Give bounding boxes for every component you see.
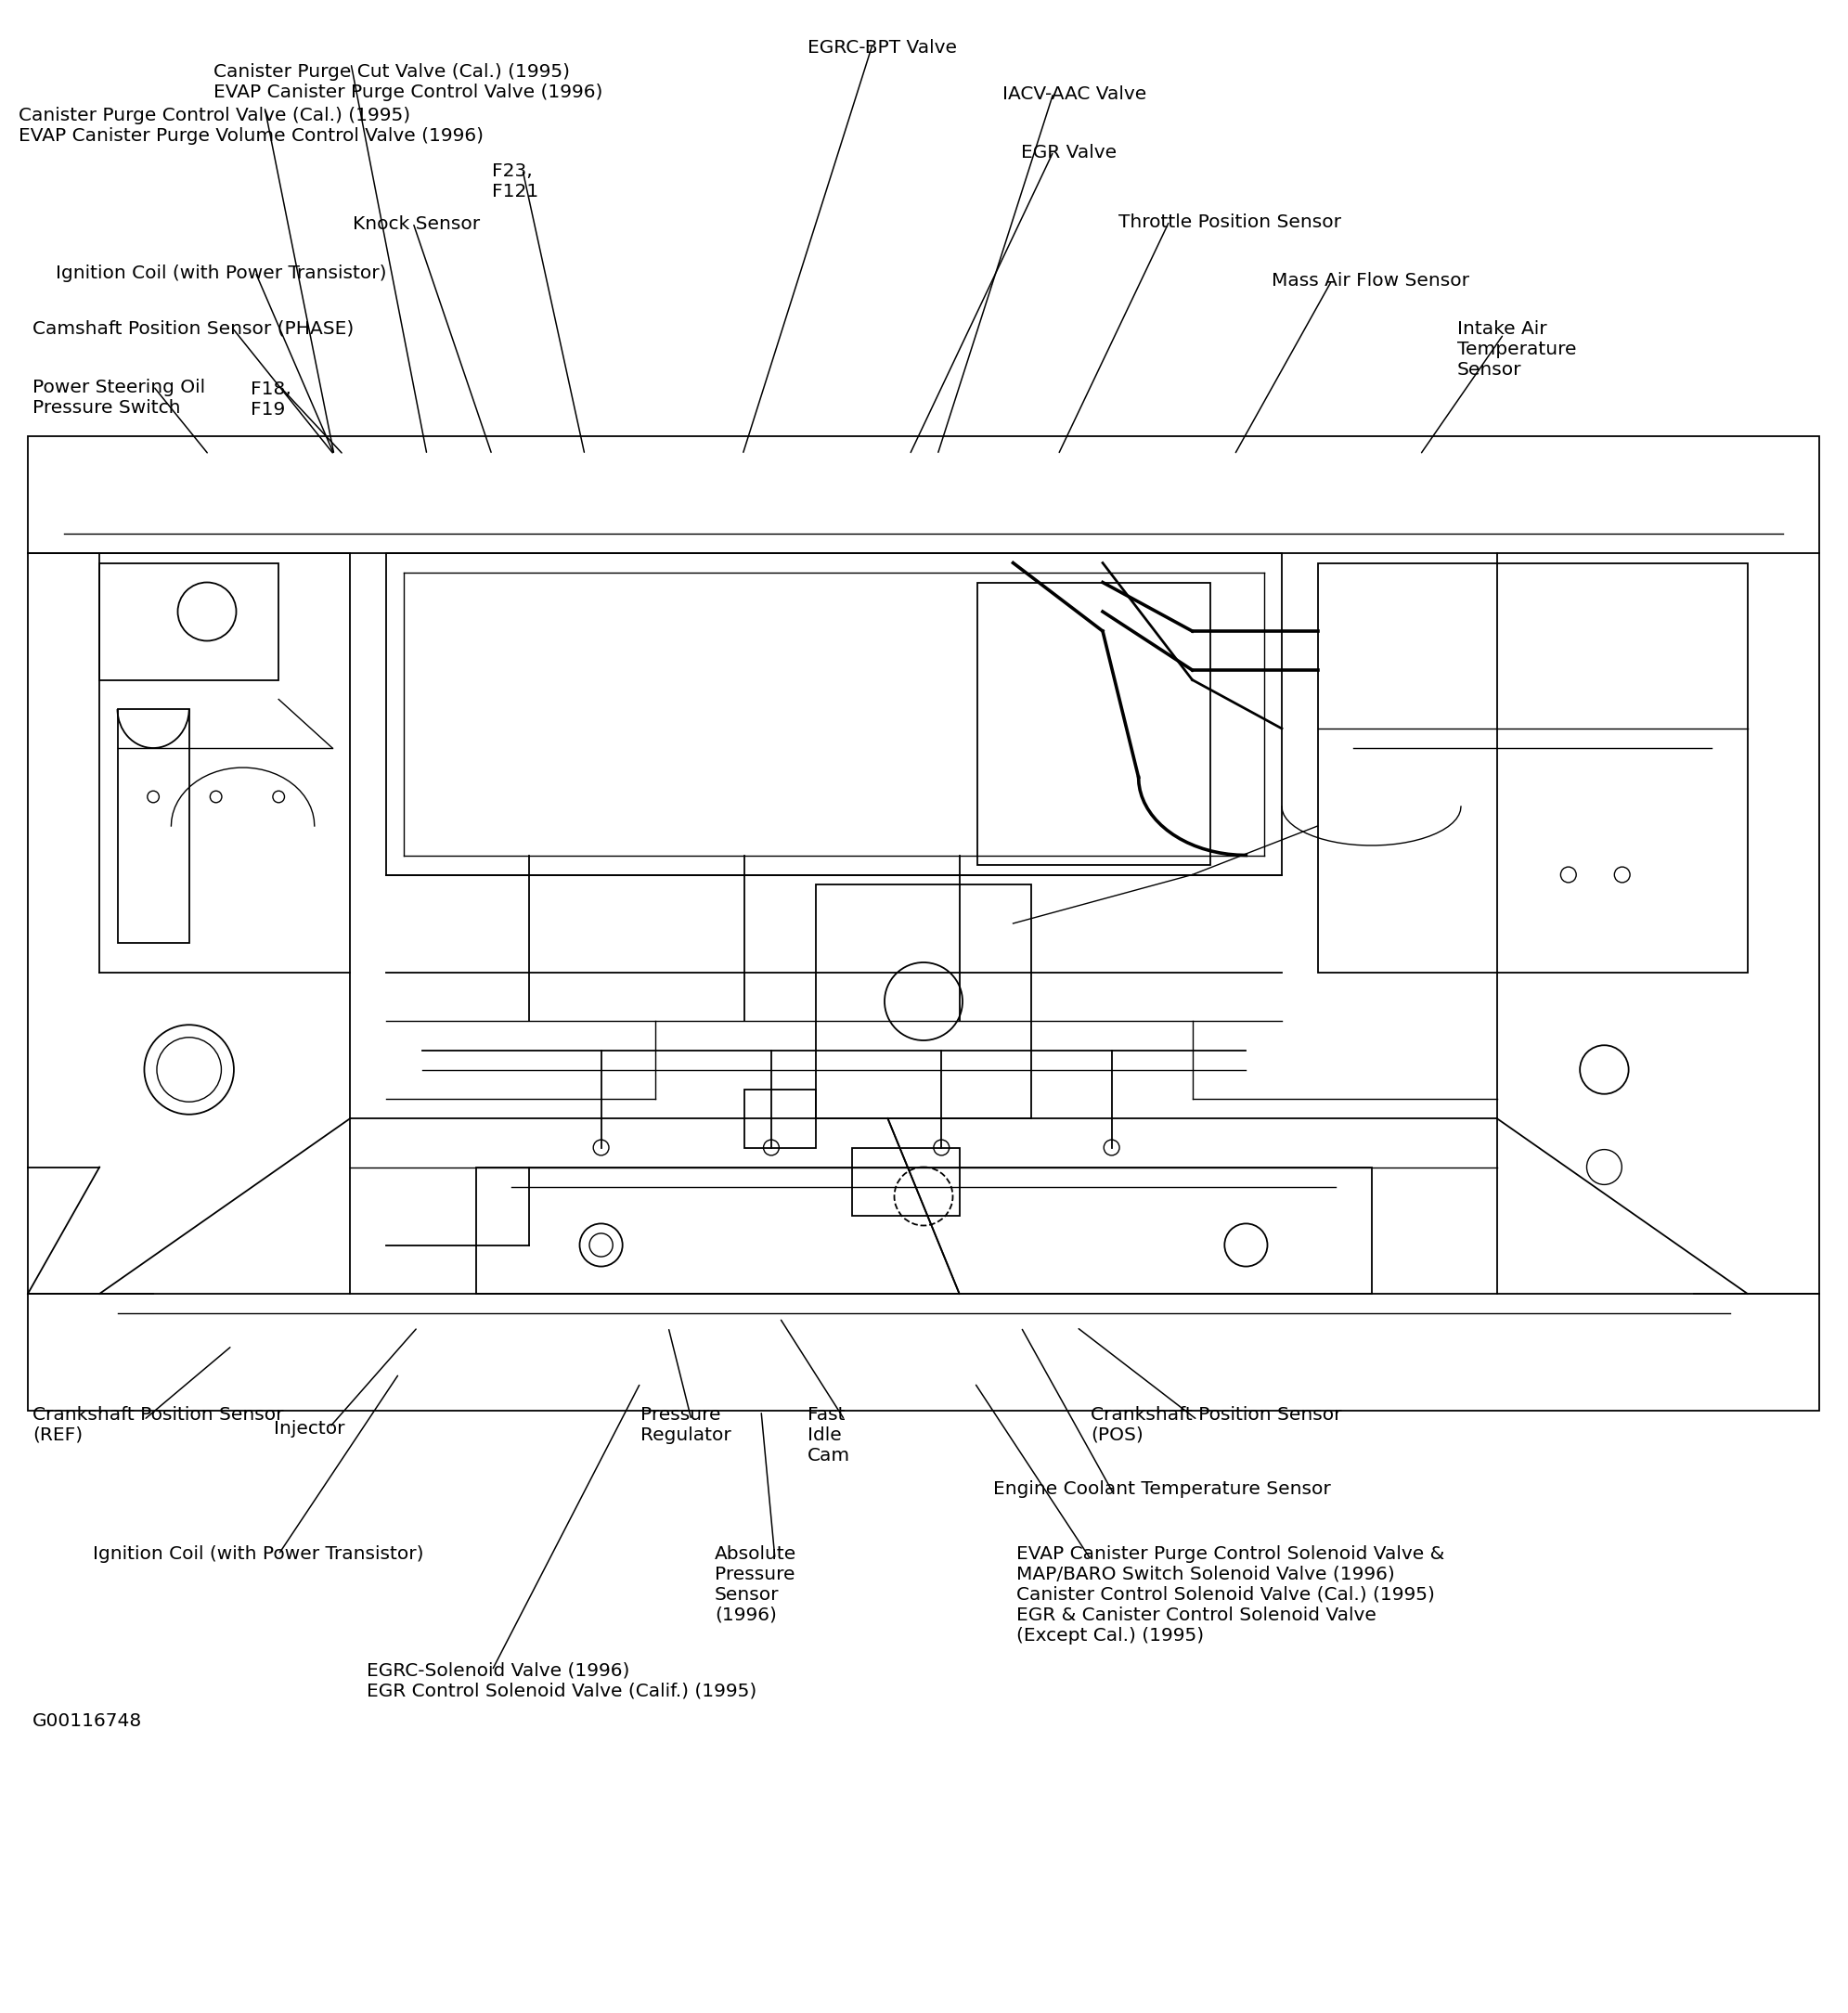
Text: Intake Air
Temperature
Sensor: Intake Air Temperature Sensor [1458,320,1576,378]
Text: Pressure
Regulator: Pressure Regulator [641,1405,732,1443]
Text: EGR Valve: EGR Valve [1020,143,1116,161]
Bar [852,1147,959,1216]
Text: EVAP Canister Purge Control Solenoid Valve &
MAP/BARO Switch Solenoid Valve (199: EVAP Canister Purge Control Solenoid Val… [1016,1546,1445,1645]
Text: Throttle Position Sensor: Throttle Position Sensor [1118,213,1342,231]
Text: Engine Coolant Temperature Sensor: Engine Coolant Temperature Sensor [992,1480,1331,1498]
Text: IACV-AAC Valve: IACV-AAC Valve [1002,85,1146,103]
Text: Ignition Coil (with Power Transistor): Ignition Coil (with Power Transistor) [55,264,386,282]
Bar [745,1089,817,1147]
Text: Power Steering Oil
Pressure Switch: Power Steering Oil Pressure Switch [33,378,205,417]
Text: Fast
Idle
Cam: Fast Idle Cam [808,1405,850,1465]
Text: Canister Purge Cut Valve (Cal.) (1995)
EVAP Canister Purge Control Valve (1996): Canister Purge Cut Valve (Cal.) (1995) E… [214,62,602,101]
Bar [100,564,279,680]
Text: Crankshaft Position Sensor
(POS): Crankshaft Position Sensor (POS) [1090,1405,1342,1443]
Text: Knock Sensor: Knock Sensor [353,215,480,234]
Bar [978,582,1210,866]
Text: Ignition Coil (with Power Transistor): Ignition Coil (with Power Transistor) [92,1546,423,1562]
Text: Camshaft Position Sensor (PHASE): Camshaft Position Sensor (PHASE) [33,320,353,338]
Bar [475,1168,1371,1294]
Text: Injector: Injector [274,1419,346,1437]
Bar [386,554,1283,876]
Bar [817,884,1031,1119]
Bar [1318,564,1748,972]
Text: Canister Purge Control Valve (Cal.) (1995)
EVAP Canister Purge Volume Control Va: Canister Purge Control Valve (Cal.) (199… [18,107,484,145]
Text: Absolute
Pressure
Sensor
(1996): Absolute Pressure Sensor (1996) [715,1546,796,1624]
Text: F23,
F121: F23, F121 [492,163,538,201]
Text: Mass Air Flow Sensor: Mass Air Flow Sensor [1271,272,1469,290]
Text: EGRC-BPT Valve: EGRC-BPT Valve [808,38,957,56]
Text: Crankshaft Position Sensor
(REF): Crankshaft Position Sensor (REF) [33,1405,283,1443]
Text: F18,
F19: F18, F19 [251,380,292,419]
Text: G00116748: G00116748 [33,1713,142,1729]
Text: EGRC-Solenoid Valve (1996)
EGR Control Solenoid Valve (Calif.) (1995): EGRC-Solenoid Valve (1996) EGR Control S… [366,1661,756,1699]
Bar [118,709,188,942]
